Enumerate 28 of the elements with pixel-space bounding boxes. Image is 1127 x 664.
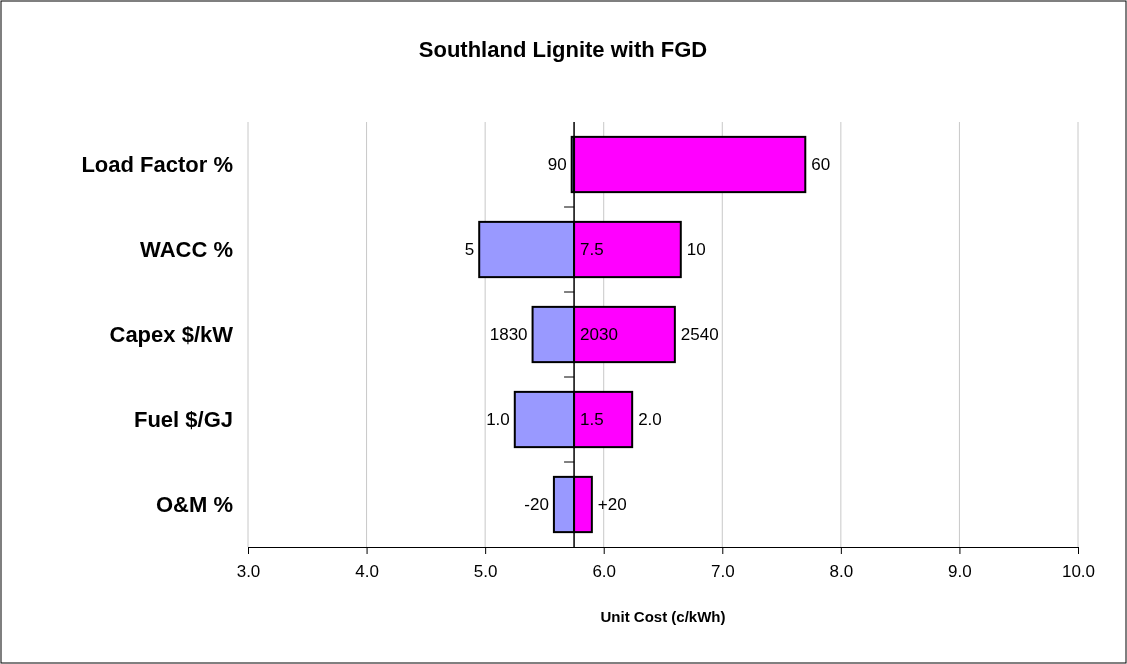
annotation: 5: [464, 240, 475, 260]
y-tick-label: Load Factor %: [81, 152, 233, 178]
annotation: 90: [547, 155, 567, 175]
x-axis-title: Unit Cost (c/kWh): [600, 608, 726, 625]
annotation: 10: [686, 240, 706, 260]
x-tick-label: 9.0: [948, 562, 972, 582]
annotation: 2540: [680, 325, 719, 345]
y-tick-label: O&M %: [156, 492, 233, 518]
annotation: 60: [811, 155, 831, 175]
annotation: -20: [524, 495, 549, 515]
annotation: 1.5: [580, 410, 604, 430]
y-tick-label: WACC %: [140, 237, 233, 263]
x-tick-label: 10.0: [1061, 562, 1096, 582]
annotation: 2030: [580, 325, 618, 345]
annotation: 1830: [489, 325, 528, 345]
annotation: 1.0: [486, 410, 510, 430]
x-tick-label: 6.0: [592, 562, 617, 582]
y-tick-label: Fuel $/GJ: [133, 407, 233, 433]
annotation: 7.5: [580, 240, 604, 260]
x-tick-label: 4.0: [355, 562, 379, 582]
annotation: 2.0: [638, 410, 662, 430]
x-tick-label: 5.0: [473, 562, 498, 582]
x-tick-label: 8.0: [829, 562, 854, 582]
x-tick-label: 7.0: [710, 562, 735, 582]
chart-title: Southland Lignite with FGD: [418, 37, 708, 62]
y-tick-label: Capex $/kW: [109, 322, 234, 348]
x-tick-label: 3.0: [236, 562, 261, 582]
annotation: +20: [597, 495, 627, 515]
